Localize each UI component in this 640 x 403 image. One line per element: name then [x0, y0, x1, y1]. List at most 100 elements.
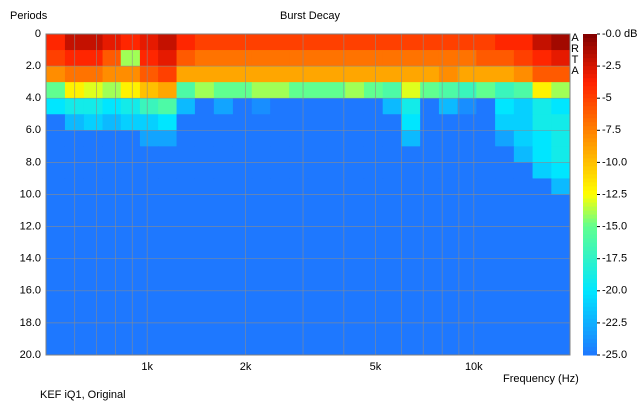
heat-cell	[420, 194, 440, 356]
heat-cell	[345, 34, 365, 51]
heat-cell	[270, 34, 290, 51]
heat-cell	[139, 178, 159, 195]
heat-cell	[382, 98, 402, 115]
colorbar-segment	[583, 298, 597, 304]
heat-cell	[345, 162, 365, 179]
heat-cell	[495, 98, 515, 115]
y-tick-label: 8.0	[26, 156, 41, 168]
colorbar-segment	[583, 294, 597, 300]
colorbar-segment	[583, 338, 597, 344]
colorbar-segment	[583, 118, 597, 123]
heat-cell	[495, 34, 515, 51]
heat-cell	[194, 178, 215, 195]
heat-cell	[120, 66, 141, 83]
heat-cell	[83, 66, 104, 83]
heat-cell	[270, 194, 290, 356]
y-tick-label: 0	[35, 28, 41, 40]
heat-cell	[46, 50, 66, 67]
colorbar-segment	[583, 282, 597, 288]
heat-cell	[495, 194, 515, 356]
x-tick-label: 1k	[141, 361, 153, 373]
heat-cell	[120, 178, 141, 195]
heat-cell	[551, 50, 571, 67]
heat-cell	[476, 162, 496, 179]
heat-cell	[194, 98, 215, 115]
heat-cell	[476, 178, 496, 195]
colorbar-segment	[583, 202, 597, 208]
heat-cell	[289, 66, 309, 83]
heat-cell	[401, 34, 421, 51]
heat-cell	[345, 98, 365, 115]
colorbar-segment	[583, 78, 597, 83]
colorbar-segment	[583, 126, 597, 131]
heat-cell	[251, 162, 271, 179]
heat-cell	[194, 114, 215, 131]
heat-cell	[83, 162, 104, 179]
heat-cell	[420, 146, 440, 163]
heat-cell	[551, 82, 571, 99]
colorbar-segment	[583, 242, 597, 248]
colorbar-segment	[583, 238, 597, 244]
heat-cell	[345, 178, 365, 195]
heat-cell	[158, 66, 178, 83]
heat-cell	[270, 178, 290, 195]
heat-cell	[326, 130, 346, 147]
colorbar-segment	[583, 42, 597, 47]
heat-cell	[382, 178, 402, 195]
heat-cell	[363, 130, 384, 147]
heat-cell	[513, 162, 534, 179]
heat-cell	[213, 66, 234, 83]
heat-cell	[158, 178, 178, 195]
heat-cell	[363, 162, 384, 179]
heat-cell	[251, 98, 271, 115]
heat-cell	[46, 162, 66, 179]
colorbar-segment	[583, 318, 597, 324]
heat-cell	[120, 98, 141, 115]
heat-cell	[102, 34, 122, 51]
heat-cell	[495, 162, 515, 179]
heat-cell	[438, 66, 459, 83]
heat-cell	[438, 98, 459, 115]
colorbar-tick-label: -20.0	[602, 285, 627, 297]
heat-cell	[120, 194, 141, 356]
heat-cell	[513, 114, 534, 131]
colorbar-tick-label: -12.5	[602, 188, 627, 200]
heat-cell	[158, 146, 178, 163]
heat-cell	[420, 178, 440, 195]
colorbar-segment	[583, 122, 597, 127]
heat-cell	[363, 82, 384, 99]
heat-cell	[532, 98, 552, 115]
heat-cell	[232, 162, 253, 179]
heat-cell	[551, 66, 571, 83]
heat-cell	[345, 66, 365, 83]
heat-cell	[307, 146, 328, 163]
heat-cell	[551, 130, 571, 147]
colorbar-segment	[583, 330, 597, 336]
heat-cell	[513, 50, 534, 67]
colorbar-segment	[583, 182, 597, 187]
y-tick-label: 12.0	[20, 221, 41, 233]
heat-cell	[139, 194, 159, 356]
heat-cell	[46, 98, 66, 115]
heat-cell	[551, 146, 571, 163]
colorbar-segment	[583, 62, 597, 67]
heat-cell	[307, 178, 328, 195]
colorbar-segment	[583, 346, 597, 352]
heat-cell	[176, 178, 196, 195]
heat-cell	[251, 130, 271, 147]
heat-cell	[457, 66, 477, 83]
colorbar-segment	[583, 82, 597, 87]
colorbar-segment	[583, 214, 597, 220]
heat-cell	[46, 34, 66, 51]
heat-cell	[457, 146, 477, 163]
heat-cell	[120, 162, 141, 179]
heat-cell	[176, 130, 196, 147]
heat-cell	[307, 34, 328, 51]
heat-cell	[83, 130, 104, 147]
heat-cell	[476, 114, 496, 131]
heat-cell	[307, 130, 328, 147]
heat-cell	[382, 194, 402, 356]
x-tick-label: 10k	[465, 361, 483, 373]
heat-cell	[401, 66, 421, 83]
